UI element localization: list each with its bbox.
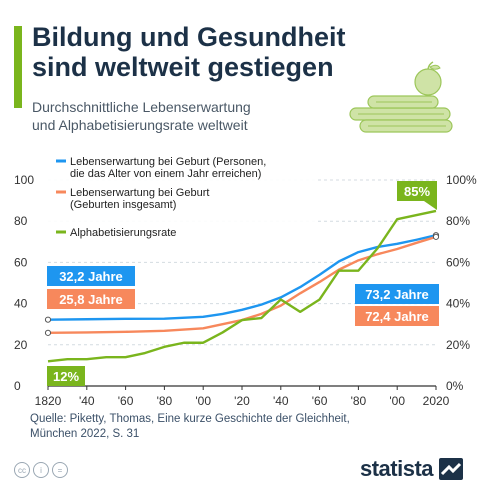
series-line-1: [47, 235, 437, 335]
y-tick-label: 40: [14, 297, 28, 311]
total-end-badge: 72,4 Jahre: [355, 306, 439, 326]
y-tick-label: 100: [14, 173, 34, 187]
legend-label-line2: die das Alter von einem Jahr erreichen): [70, 168, 261, 180]
license-icons: cc i =: [14, 462, 68, 478]
life-start-badge-box: [47, 266, 135, 286]
y2-tick-label: 40%: [446, 297, 470, 311]
x-tick-label: '60: [312, 394, 328, 408]
literacy-end-badge-pointer: [424, 201, 437, 210]
title-accent-bar: [14, 26, 22, 108]
title-line-1: Bildung und Gesundheit: [32, 22, 346, 52]
page-title: Bildung und Gesundheit sind weltweit ges…: [32, 22, 392, 82]
series-start-marker: [44, 316, 52, 323]
literacy-end-badge-box: [397, 181, 437, 201]
literacy-start-badge-box: [47, 366, 85, 386]
x-tick-label: '80: [351, 394, 367, 408]
y-tick-label: 20: [14, 338, 28, 352]
literacy-start-badge: 12%: [47, 366, 85, 386]
legend-label-line2: (Geburten insgesamt): [70, 199, 176, 211]
y2-tick-label: 20%: [446, 338, 470, 352]
literacy-end-badge: 85%: [397, 181, 437, 210]
y2-tick-label: 0%: [446, 379, 464, 393]
y-tick-label: 60: [14, 255, 28, 269]
x-tick-label: 2020: [423, 394, 450, 408]
x-tick-label: '00: [195, 394, 211, 408]
source-line-2: München 2022, S. 31: [30, 428, 140, 440]
legend-box: [47, 150, 317, 242]
life-end-badge-box: [355, 284, 439, 304]
source-line-1: Quelle: Piketty, Thomas, Eine kurze Gesc…: [30, 413, 350, 425]
total-end-badge-text: 72,4 Jahre: [365, 309, 429, 324]
x-tick-label: '60: [118, 394, 134, 408]
series-end-marker: [432, 233, 440, 240]
x-tick-label: '40: [79, 394, 95, 408]
y2-tick-label: 100%: [446, 173, 477, 187]
literacy-start-badge-text: 12%: [53, 369, 79, 384]
subtitle-line-2: und Alphabetisierungsrate weltweit: [32, 117, 248, 133]
literacy-end-badge-text: 85%: [404, 184, 430, 199]
person-icon: i: [33, 462, 49, 478]
statista-logo: statista: [360, 456, 464, 482]
books-apple-illustration: [349, 61, 453, 133]
life-start-badge-text: 32,2 Jahre: [59, 269, 123, 284]
x-tick-label: '00: [389, 394, 405, 408]
equals-icon: =: [52, 462, 68, 478]
legend-label: Lebenserwartung bei Geburt (Personen,: [70, 156, 266, 168]
x-tick-label: 1820: [35, 394, 62, 408]
y-tick-label: 80: [14, 214, 28, 228]
series-start-marker: [44, 329, 52, 336]
statista-mark-icon: [439, 458, 464, 480]
source-note: Quelle: Piketty, Thomas, Eine kurze Gesc…: [30, 412, 390, 442]
subtitle-line-1: Durchschnittliche Lebenserwartung: [32, 99, 251, 115]
series-line-2: [47, 209, 437, 363]
legend-label: Lebenserwartung bei Geburt: [70, 187, 209, 199]
subtitle: Durchschnittliche Lebenserwartung und Al…: [32, 98, 332, 134]
legend-label: Alphabetisierungsrate: [70, 227, 176, 239]
total-start-badge-box: [47, 289, 135, 309]
x-tick-label: '20: [234, 394, 250, 408]
total-start-badge-text: 25,8 Jahre: [59, 292, 123, 307]
y-tick-label: 0: [14, 379, 21, 393]
life-end-badge: 73,2 Jahre: [355, 284, 439, 304]
y2-tick-label: 60%: [446, 255, 470, 269]
life-end-badge-text: 73,2 Jahre: [365, 287, 429, 302]
x-tick-label: '80: [157, 394, 173, 408]
life-start-badge: 32,2 Jahre: [47, 266, 135, 286]
y2-tick-label: 80%: [446, 214, 470, 228]
series-line-0: [47, 234, 437, 321]
cc-icon: cc: [14, 462, 30, 478]
title-line-2: sind weltweit gestiegen: [32, 52, 334, 82]
brand-name: statista: [360, 456, 434, 481]
total-start-badge: 25,8 Jahre: [47, 289, 135, 309]
total-end-badge-box: [355, 306, 439, 326]
x-tick-label: '40: [273, 394, 289, 408]
